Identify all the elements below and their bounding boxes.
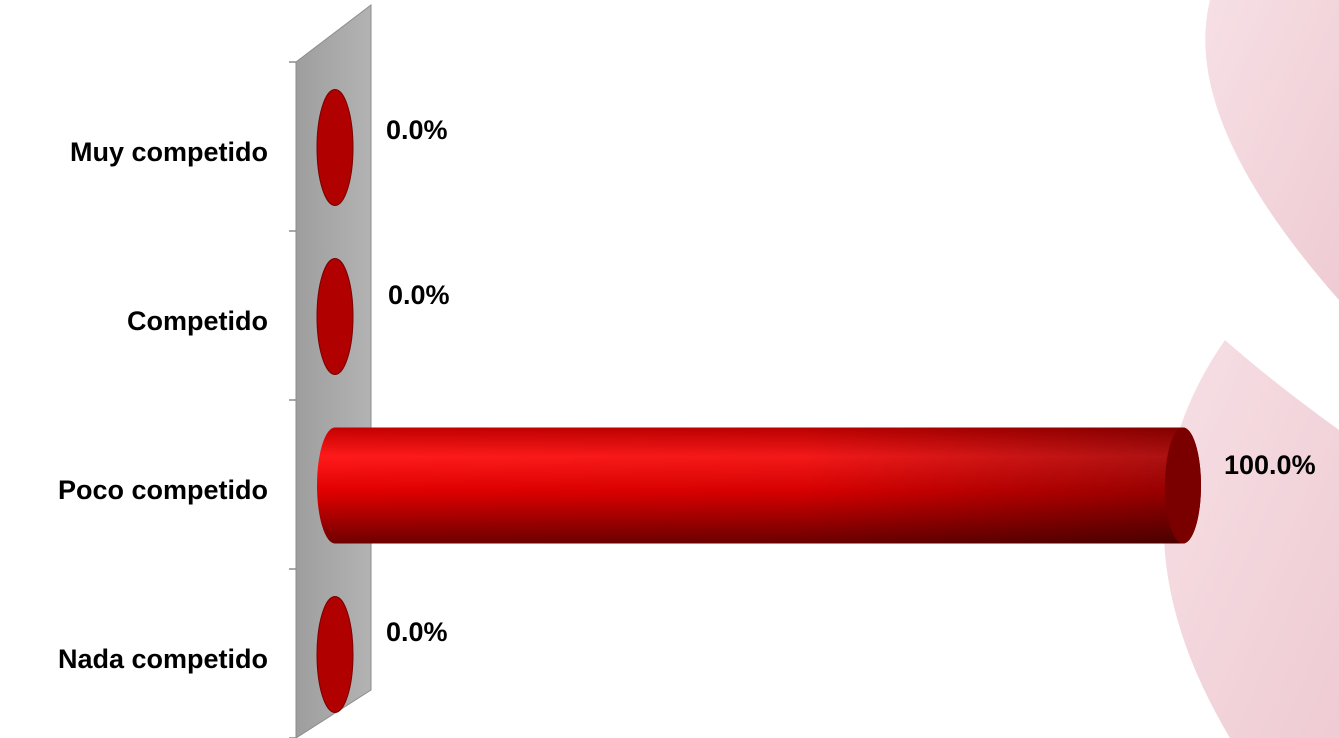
category-label-competido: Competido: [127, 306, 268, 336]
data-labels: 0.0% 0.0% 100.0% 0.0%: [386, 115, 1316, 647]
bar-shade-poco-competido: [317, 427, 1201, 544]
data-label-poco-competido: 100.0%: [1224, 450, 1316, 480]
bars-group: [316, 89, 1201, 713]
data-label-competido: 0.0%: [388, 280, 450, 310]
data-label-muy-competido: 0.0%: [386, 115, 448, 145]
category-label-muy-competido: Muy competido: [70, 137, 268, 167]
decor-shape-upper: [1205, 0, 1339, 300]
category-labels: Muy competido Competido Poco competido N…: [58, 137, 268, 674]
bar-end-cap-poco-competido: [1165, 427, 1201, 544]
background-decoration: [1163, 0, 1339, 738]
decor-shape-lower: [1163, 340, 1339, 738]
category-label-nada-competido: Nada competido: [58, 644, 268, 674]
bar-nada-competido: [316, 596, 354, 713]
bar-competido: [316, 258, 354, 375]
bar-muy-competido: [316, 89, 354, 206]
category-label-poco-competido: Poco competido: [58, 475, 268, 505]
data-label-nada-competido: 0.0%: [386, 617, 448, 647]
